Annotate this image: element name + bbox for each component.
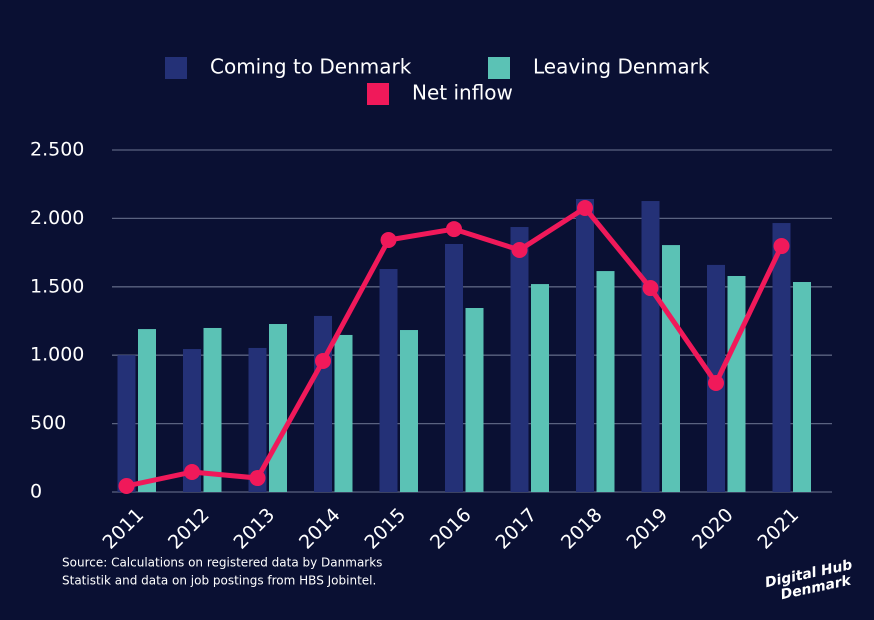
bar <box>772 223 791 492</box>
bar <box>531 284 549 492</box>
point <box>380 232 397 249</box>
point <box>118 477 135 494</box>
bar <box>379 269 398 492</box>
point <box>315 352 331 369</box>
x-tick-label: 2020 <box>688 504 738 554</box>
bar <box>248 347 267 492</box>
x-tick-label: 2013 <box>229 504 279 554</box>
legend-label: Net inflow <box>412 81 513 105</box>
legend-swatch <box>367 83 389 105</box>
y-tick-label: 500 <box>30 412 66 434</box>
bar <box>269 324 287 492</box>
y-tick-label: 1.000 <box>30 344 84 366</box>
bar <box>510 227 529 492</box>
x-tick-label: 2016 <box>426 504 476 554</box>
x-tick-label: 2019 <box>622 504 672 554</box>
point <box>773 238 790 255</box>
bar <box>314 315 332 492</box>
x-tick-label: 2014 <box>295 504 345 554</box>
bar <box>641 201 660 492</box>
point <box>184 464 200 481</box>
bar <box>576 198 594 492</box>
bar <box>596 271 615 492</box>
x-tick-label: 2011 <box>98 504 148 554</box>
bar <box>117 355 136 492</box>
legend-label: Leaving Denmark <box>533 55 710 79</box>
legend-swatch <box>488 57 510 79</box>
bar <box>662 245 680 492</box>
x-tick-label: 2015 <box>360 504 410 554</box>
bar <box>183 349 201 492</box>
bar <box>138 329 156 492</box>
legend-label: Coming to Denmark <box>210 55 412 79</box>
x-tick-label: 2018 <box>557 504 607 554</box>
bar <box>465 308 484 492</box>
x-tick-label: 2012 <box>164 504 214 554</box>
x-tick-label: 2017 <box>491 504 541 554</box>
y-tick-label: 2.500 <box>30 139 84 161</box>
source-line: Statistik and data on job postings from … <box>62 574 376 588</box>
y-tick-label: 0 <box>30 481 42 503</box>
source-line: Source: Calculations on registered data … <box>62 556 382 570</box>
legend-swatch <box>165 57 187 79</box>
point <box>446 221 462 238</box>
point <box>642 280 659 297</box>
bar <box>445 243 463 492</box>
y-tick-label: 2.000 <box>30 207 84 229</box>
point <box>708 374 724 391</box>
logo: Digital Hub Denmark <box>764 557 854 603</box>
bar <box>727 275 746 492</box>
point <box>249 470 266 487</box>
y-tick-label: 1.500 <box>30 275 84 297</box>
bar <box>334 334 353 492</box>
x-tick-label: 2021 <box>753 504 803 554</box>
point <box>511 242 528 259</box>
bar <box>793 282 811 492</box>
point <box>577 200 593 217</box>
bar <box>203 327 222 492</box>
bar <box>400 330 418 492</box>
